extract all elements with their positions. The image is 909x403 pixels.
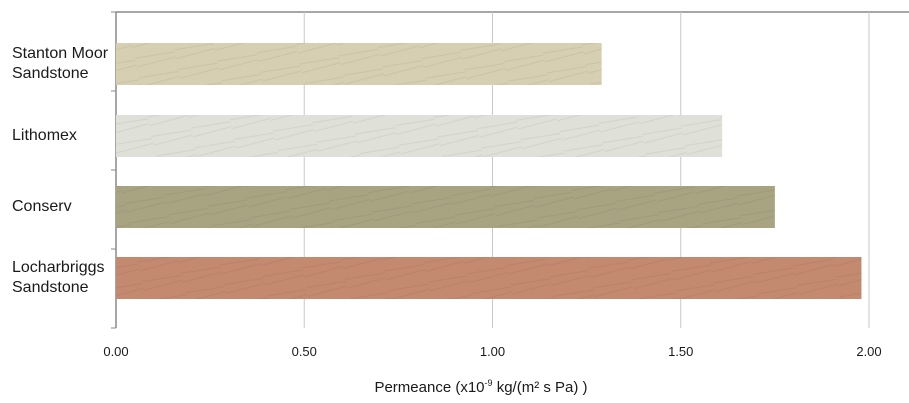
x-tick-label: 0.50 xyxy=(291,344,317,359)
category-label: Conserv xyxy=(12,198,72,215)
bar-texture xyxy=(116,257,862,299)
category-label: Locharbriggs Sandstone xyxy=(12,259,105,296)
x-tick-label: 2.00 xyxy=(856,344,882,359)
category-label: Lithomex xyxy=(12,127,77,144)
x-tick-label: 1.00 xyxy=(479,344,506,359)
x-tick-label: 1.50 xyxy=(668,344,694,359)
category-label: Stanton Moor Sandstone xyxy=(12,45,109,82)
x-axis-label: Permeance (x10-9 kg/(m² s Pa) ) xyxy=(374,378,588,397)
x-tick-label: 0.00 xyxy=(103,344,129,359)
bar-texture xyxy=(116,186,775,228)
bar-texture xyxy=(116,43,602,85)
bar-texture xyxy=(116,115,723,157)
